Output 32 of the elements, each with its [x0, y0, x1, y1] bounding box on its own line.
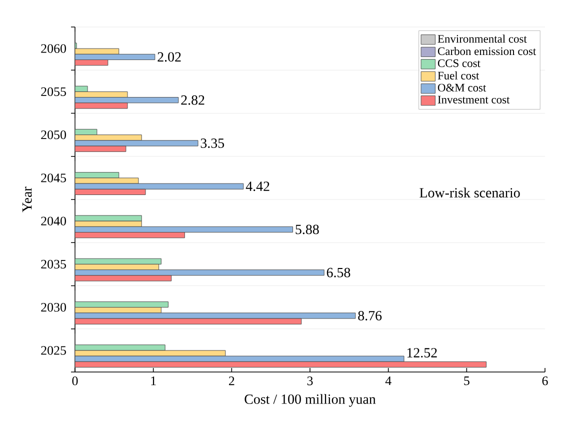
y-tick-label: 2025 — [41, 346, 66, 355]
y-tick-label: 2035 — [41, 260, 66, 269]
y-tick-label: 2040 — [41, 216, 66, 226]
x-tick-label: 4 — [385, 376, 392, 386]
total-label: 3.35 — [200, 138, 224, 148]
total-label: 12.52 — [407, 348, 437, 358]
x-tick-label: 6 — [542, 376, 548, 386]
annotation: Low-risk scenario — [420, 188, 520, 198]
x-tick-label: 3 — [307, 376, 313, 386]
legend-label: Environmental cost — [438, 34, 527, 43]
legend-label: Investment cost — [438, 96, 510, 104]
y-axis-title: Year — [22, 186, 32, 212]
x-tick-label: 5 — [464, 376, 470, 386]
y-tick-label: 2060 — [41, 44, 66, 53]
x-tick-label: 1 — [151, 376, 156, 386]
x-axis-title: Cost / 100 million yuan — [244, 394, 376, 407]
total-label: 8.76 — [358, 310, 382, 320]
total-label: 2.02 — [158, 52, 181, 62]
y-tick-label: 2030 — [41, 302, 66, 312]
legend-label: Carbon emission cost — [438, 47, 536, 56]
y-tick-label: 2050 — [41, 130, 66, 140]
total-label: 5.88 — [296, 224, 319, 234]
legend-label: O&M cost — [438, 84, 486, 92]
y-tick-label: 2055 — [41, 87, 66, 96]
x-tick-label: 0 — [72, 376, 78, 386]
legend-label: CCS cost — [438, 59, 480, 68]
x-tick-label: 2 — [228, 376, 234, 386]
total-label: 4.42 — [246, 182, 270, 192]
legend-label: Fuel cost — [438, 71, 480, 80]
y-tick-label: 2045 — [41, 174, 66, 182]
total-label: 6.58 — [326, 268, 350, 278]
total-label: 2.82 — [181, 95, 204, 105]
